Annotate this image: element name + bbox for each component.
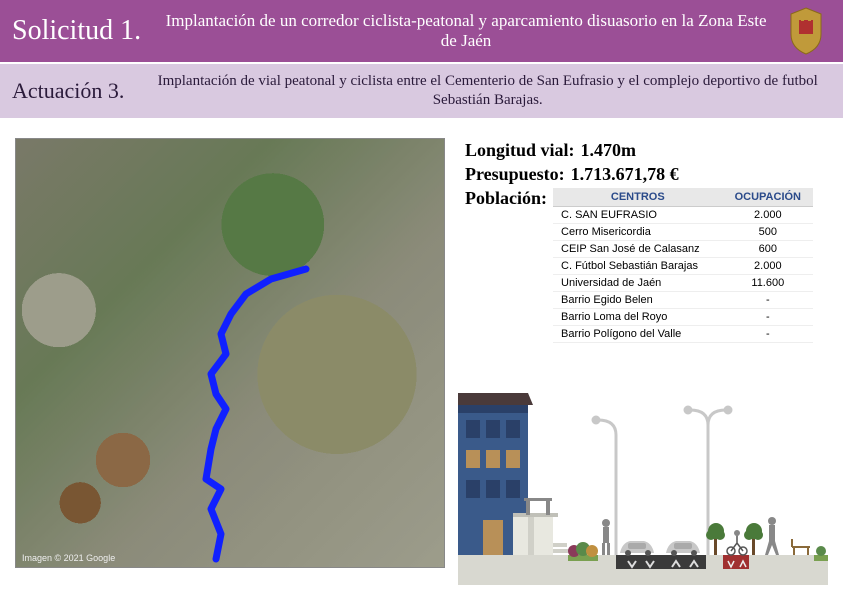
table-row: C. SAN EUFRASIO2.000 — [553, 207, 813, 224]
th-centros: CENTROS — [553, 188, 723, 207]
table-row: Universidad de Jaén11.600 — [553, 275, 813, 292]
longitud-value: 1.470m — [581, 138, 637, 162]
map-attribution: Imagen © 2021 Google — [22, 553, 115, 563]
stats-block: Longitud vial: 1.470m Presupuesto: 1.713… — [465, 138, 828, 187]
solicitud-title: Solicitud 1. — [12, 15, 141, 47]
bike-lane — [723, 555, 749, 569]
solicitud-desc: Implantación de un corredor ciclista-pea… — [161, 11, 771, 52]
longitud-label: Longitud vial: — [465, 138, 575, 162]
table-row: Barrio Polígono del Valle- — [553, 326, 813, 343]
actuacion-title: Actuación 3. — [12, 78, 124, 104]
table-row: Barrio Loma del Royo- — [553, 309, 813, 326]
bench-icon — [792, 539, 810, 555]
building-icon — [458, 393, 571, 555]
pedestrian-icon — [765, 517, 779, 555]
table-row: Cerro Misericordia500 — [553, 224, 813, 241]
crest-icon — [781, 6, 831, 56]
presupuesto-value: 1.713.671,78 € — [571, 162, 679, 186]
aerial-map: Imagen © 2021 Google — [15, 138, 445, 568]
banner-solicitud: Solicitud 1. Implantación de un corredor… — [0, 0, 843, 62]
street-cross-section — [458, 365, 828, 585]
presupuesto-label: Presupuesto: — [465, 162, 565, 186]
population-table: CENTROS OCUPACIÓN C. SAN EUFRASIO2.000Ce… — [553, 188, 813, 343]
th-ocupacion: OCUPACIÓN — [723, 188, 813, 207]
poblacion-label: Población: — [465, 188, 547, 209]
cyclist-icon — [727, 530, 747, 555]
banner-actuacion: Actuación 3. Implantación de vial peaton… — [0, 64, 843, 118]
route-overlay — [16, 139, 445, 568]
table-row: Barrio Egido Belen- — [553, 292, 813, 309]
table-row: CEIP San José de Calasanz600 — [553, 241, 813, 258]
table-row: C. Fútbol Sebastián Barajas2.000 — [553, 258, 813, 275]
pedestrian-icon — [602, 519, 610, 555]
car-icon — [620, 541, 654, 556]
car-icon — [666, 541, 700, 556]
actuacion-desc: Implantación de vial peatonal y ciclista… — [144, 72, 831, 110]
